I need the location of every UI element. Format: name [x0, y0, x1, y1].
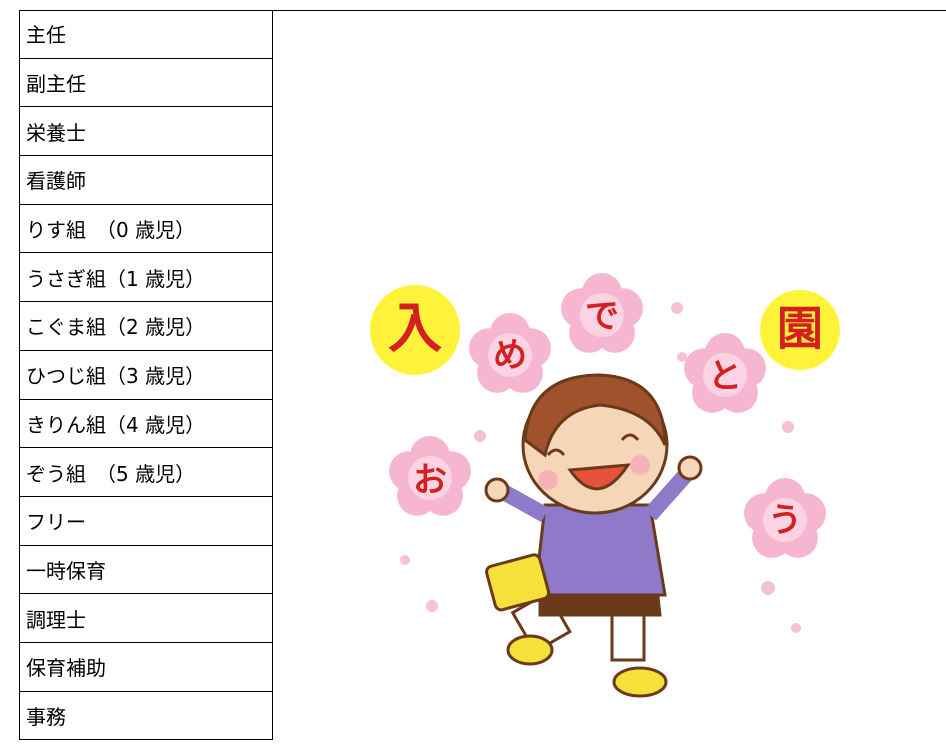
table-cell: 主任: [19, 10, 273, 59]
table-cell: フリー: [19, 496, 273, 546]
flowers: [389, 273, 826, 558]
role-table: 主任 副主任 栄養士 看護師 りす組 （0 歳児） うさぎ組（1 歳児） こぐま組（2 歳児…: [19, 10, 273, 741]
illustration-char: で: [585, 297, 619, 337]
illustration-char: め: [493, 336, 527, 376]
table-cell: 事務: [19, 691, 273, 741]
table-border: [19, 10, 946, 11]
flower-center: [488, 333, 532, 377]
table-cell: こぐま組（2 歳児）: [19, 302, 273, 351]
flower-center: [763, 498, 807, 542]
table-cell: 看護師: [19, 156, 273, 205]
table-cell: 調理士: [19, 594, 273, 643]
table-cell: 保育補助: [19, 642, 273, 692]
table-cell: 副主任: [19, 58, 273, 108]
flower-center: [408, 456, 452, 500]
table-cell: きりん組（4 歳児）: [19, 399, 273, 449]
illustration-char: お: [413, 461, 447, 501]
table-cell: 栄養士: [19, 107, 273, 157]
child: [484, 373, 703, 698]
table-cell: りす組 （0 歳児）: [19, 204, 273, 254]
illustration-char: 園: [777, 302, 823, 356]
yellow-circle: [760, 290, 840, 370]
illustration-char: う: [768, 501, 802, 541]
illustration: 入 め で と 園 お う: [370, 273, 840, 698]
illustration-char: 入: [388, 297, 442, 360]
table-cell: 一時保育: [19, 545, 273, 595]
dots: [400, 302, 801, 633]
illustration-char: と: [708, 357, 742, 397]
table-cell: ぞう組 （5 歳児）: [19, 448, 273, 497]
table-cell: うさぎ組（1 歳児）: [19, 253, 273, 303]
flower-center: [703, 353, 747, 397]
flower-center: [580, 293, 624, 337]
yellow-circle: [370, 285, 460, 375]
table-cell: ひつじ組（3 歳児）: [19, 350, 273, 400]
